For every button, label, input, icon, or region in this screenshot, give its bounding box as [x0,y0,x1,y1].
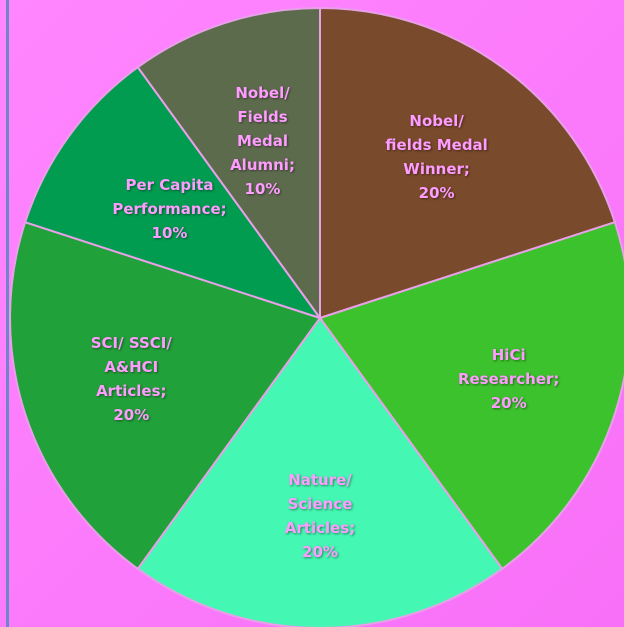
pie-slice [136,316,504,627]
pie-slice [319,6,617,320]
category-label: Nature/ Science Articles; [284,471,356,538]
category-label: HiCi Researcher; [457,346,560,389]
value-label: 20% [302,543,338,562]
data-label: Nobel/ Fields Medal Alumni; 10% [230,81,295,201]
data-label: HiCi Researcher; 20% [458,343,559,415]
pie-slice [318,220,624,571]
value-label: 10% [244,180,281,199]
category-label: SCI/ SSCI/ A&HCI Articles; [90,334,172,401]
category-label: Per Capita Performance; [112,175,227,218]
category-label: Nobel/ fields Medal Winner; [385,112,488,179]
pie-slice [23,65,323,320]
data-label: Per Capita Performance; 10% [112,173,226,245]
data-label: SCI/ SSCI/ A&HCI Articles; 20% [91,331,172,427]
value-label: 20% [113,406,150,425]
value-label: 20% [418,184,455,203]
category-label: Nobel/ Fields Medal Alumni; [230,84,295,175]
data-label: Nature/ Science Articles; 20% [285,468,355,564]
frame-edge [6,0,9,627]
value-label: 20% [490,394,527,413]
value-label: 10% [151,223,188,242]
data-label: Nobel/ fields Medal Winner; 20% [385,109,487,205]
pie-slice [136,6,321,322]
pie-slice [9,220,322,571]
